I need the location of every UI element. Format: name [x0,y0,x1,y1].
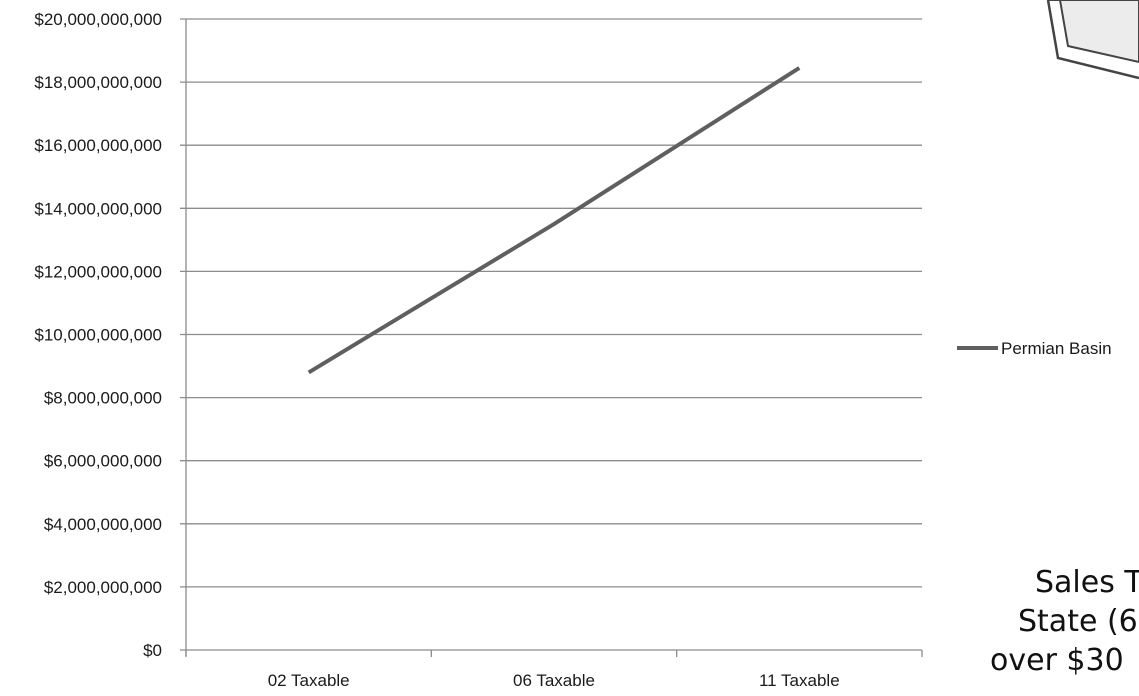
y-tick-label: $8,000,000,000 [44,389,162,408]
x-tick-label: 06 Taxable [513,671,595,690]
legend-label: Permian Basin [1001,339,1112,358]
y-tick-label: $4,000,000,000 [44,515,162,534]
y-tick-label: $12,000,000,000 [34,262,162,281]
y-tick-label: $2,000,000,000 [44,578,162,597]
series-lines [307,66,801,375]
y-tick-label: $6,000,000,000 [44,452,162,471]
side-text-line-3: over $30 [990,643,1124,678]
side-text-line-1: Sales T [1035,565,1139,600]
y-axis-tick-labels: $0 $2,000,000,000 $4,000,000,000 $6,000,000… [34,10,162,660]
x-tick-label: 02 Taxable [268,671,350,690]
y-tick-label: $18,000,000,000 [34,73,162,92]
y-tick-label: $16,000,000,000 [34,136,162,155]
y-tick-label: $14,000,000,000 [34,199,162,218]
side-text-line-2: State (6 [1018,604,1138,639]
partial-picture-frame-icon [1046,0,1139,80]
y-tick-label: $20,000,000,000 [34,10,162,29]
y-tick-label: $0 [143,641,162,660]
frame-inner-panel [1058,0,1139,64]
x-tick-label: 11 Taxable [759,671,840,690]
x-axis [185,19,923,657]
x-axis-tick-labels: 02 Taxable 06 Taxable 11 Taxable [268,671,840,690]
frame-outer-edge [1046,0,1139,80]
series-line [307,66,801,375]
gridlines [180,18,922,651]
legend: Permian Basin [957,339,1112,358]
y-tick-label: $10,000,000,000 [34,326,162,345]
